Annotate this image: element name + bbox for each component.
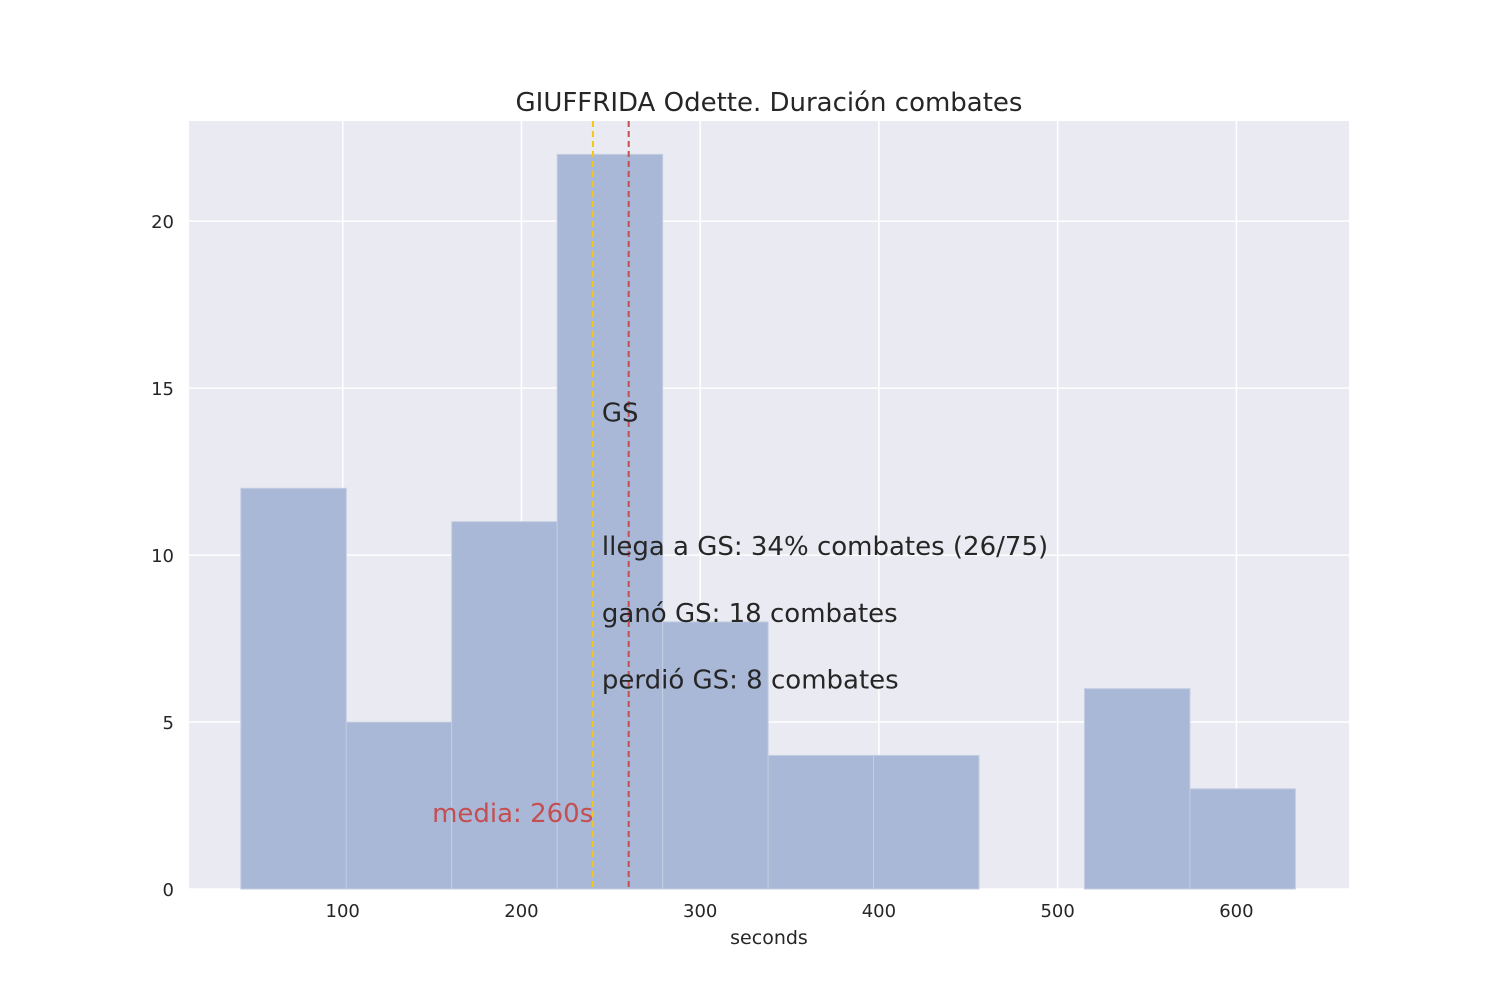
reference-lines [591,121,630,889]
y-tick-label: 20 [151,212,174,233]
x-tick-label: 600 [1219,901,1253,922]
mean-annotation: media: 260s [432,799,593,829]
gs-annotation: GS [602,399,639,429]
y-tick-label: 5 [163,713,174,734]
chart-title: GIUFFRIDA Odette. Duración combates [516,88,1023,118]
x-axis-label: seconds [730,927,808,949]
y-tick-label: 10 [151,546,174,567]
x-tick-label: 200 [504,901,538,922]
x-tick-label: 400 [862,901,896,922]
gs-annotation: llega a GS: 34% combates (26/75) [602,532,1048,562]
annotations: GS llega a GS: 34% combates (26/75) ganó G… [432,399,1048,830]
histogram-bar [556,153,664,890]
x-tick-label: 500 [1040,901,1074,922]
x-tick-label: 300 [683,901,717,922]
y-tick-label: 0 [163,880,174,901]
histogram-bar [662,621,769,890]
histogram-bar [1189,788,1296,890]
histogram-bar [873,754,980,890]
gs-annotation: ganó GS: 18 combates [602,599,898,629]
tick-labels: 100 200 300 400 500 600 0 5 10 15 20 [151,212,1253,922]
gs-annotation: perdió GS: 8 combates [602,666,899,696]
histogram-bar [451,521,558,890]
histogram-bar [1083,688,1191,890]
y-tick-label: 15 [151,379,174,400]
histogram-bars [240,153,1296,890]
x-tick-label: 100 [326,901,360,922]
histogram-bar [240,487,347,890]
histogram-bar [767,754,875,890]
